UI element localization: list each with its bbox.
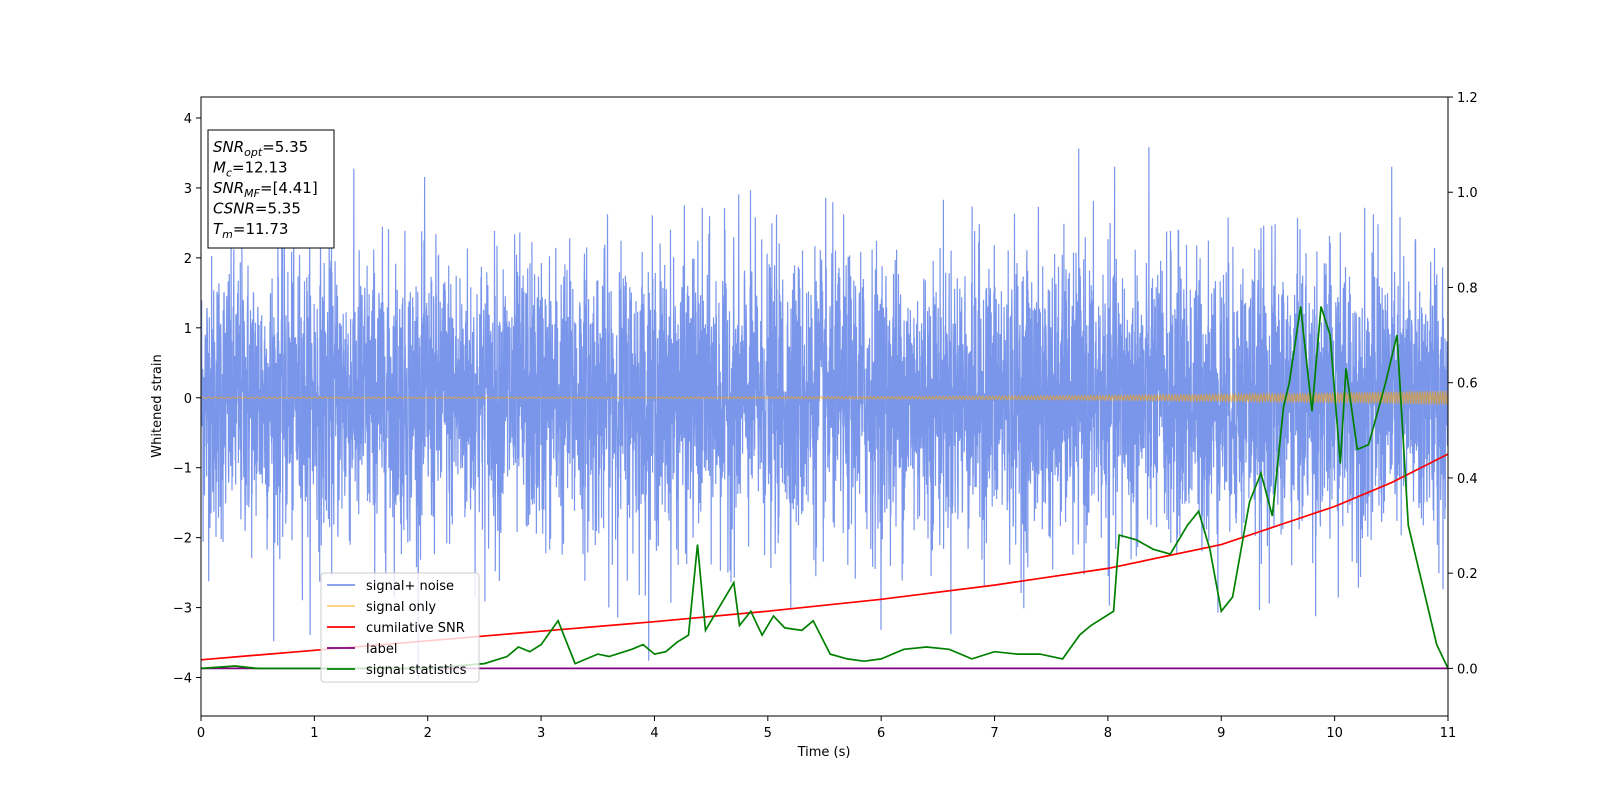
y-tick-label: 0 <box>184 392 192 407</box>
annotation-line: SNRMF=[4.41] <box>213 179 318 200</box>
x-axis: 0 1 2 3 4 5 6 7 8 9 10 11 <box>197 716 1456 741</box>
x-tick-label: 6 <box>877 726 885 741</box>
annotation-frame <box>207 129 335 249</box>
y-tick-label: −3 <box>173 602 192 617</box>
y-axis-left: −4 −3 −2 −1 0 1 2 3 4 <box>173 112 201 687</box>
annotation-line: SNRopt=5.35 <box>213 138 308 159</box>
legend-label: signal+ noise <box>366 579 454 594</box>
legend: signal+ noise signal only cumilative SNR la… <box>320 572 480 683</box>
legend-label: signal only <box>366 600 436 615</box>
legend-label: cumilative SNR <box>366 621 465 636</box>
y2-tick-label: 0.8 <box>1457 281 1478 296</box>
series-line-signal-noise <box>201 147 1448 680</box>
y-axis-label: Whitened strain <box>150 354 165 457</box>
y2-tick-label: 0.0 <box>1457 662 1478 677</box>
legend-label: label <box>366 642 397 657</box>
annotation-line: Mc=12.13 <box>213 159 288 180</box>
x-tick-label: 7 <box>990 726 998 741</box>
y-tick-label: −4 <box>173 672 192 687</box>
y-tick-label: −1 <box>173 462 192 477</box>
y-tick-label: 2 <box>184 252 192 267</box>
x-tick-label: 4 <box>650 726 658 741</box>
x-tick-label: 11 <box>1440 726 1457 741</box>
y-axis-right: 0.0 0.2 0.4 0.6 0.8 1.0 1.2 <box>1448 91 1478 677</box>
y-tick-label: 3 <box>184 182 192 197</box>
legend-frame <box>320 572 480 683</box>
y2-tick-label: 0.4 <box>1457 472 1478 487</box>
x-tick-label: 1 <box>310 726 318 741</box>
y2-tick-label: 0.6 <box>1457 377 1478 392</box>
y-tick-label: −2 <box>173 532 192 547</box>
x-tick-label: 3 <box>537 726 545 741</box>
y2-tick-label: 1.0 <box>1457 186 1478 201</box>
annotation-line: CSNR=5.35 <box>213 200 301 218</box>
x-tick-label: 8 <box>1104 726 1112 741</box>
annotation-box: SNRopt=5.35Mc=12.13SNRMF=[4.41]CSNR=5.35… <box>207 129 335 249</box>
legend-label: signal statistics <box>366 663 467 678</box>
x-tick-label: 0 <box>197 726 205 741</box>
y2-tick-label: 0.2 <box>1457 567 1478 582</box>
x-tick-label: 9 <box>1217 726 1225 741</box>
plot-frame <box>200 96 1449 717</box>
annotation-line: Tm=11.73 <box>213 220 288 241</box>
x-axis-label: Time (s) <box>797 745 851 760</box>
x-tick-label: 5 <box>764 726 772 741</box>
series-line-signal-statistics <box>201 306 1448 670</box>
x-tick-label: 10 <box>1326 726 1343 741</box>
x-tick-label: 2 <box>424 726 432 741</box>
series-line-signal-only <box>201 389 1448 406</box>
y2-tick-label: 1.2 <box>1457 91 1478 106</box>
y-tick-label: 1 <box>184 322 192 337</box>
y-tick-label: 4 <box>184 112 192 127</box>
